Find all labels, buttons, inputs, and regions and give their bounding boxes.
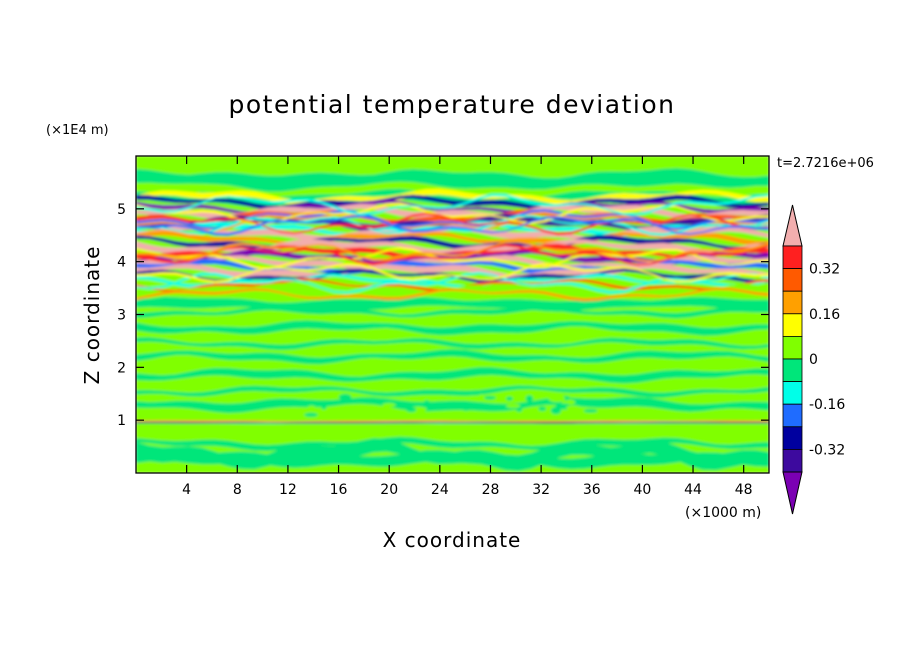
band-upper-layer	[136, 212, 769, 236]
speckle	[525, 395, 534, 403]
band-negative-small	[136, 296, 769, 312]
y-tick-label: 2	[117, 360, 126, 376]
speckle	[422, 400, 431, 408]
x-tick-label: 28	[482, 482, 500, 498]
band-upper-layer	[136, 211, 769, 232]
contour-layers	[136, 156, 769, 473]
band-negative-small	[136, 337, 769, 350]
colorbar-max-triangle	[782, 204, 803, 247]
chart-title: potential temperature deviation	[229, 90, 676, 119]
speckle	[550, 406, 562, 415]
band-surface-layer	[136, 420, 769, 423]
speckle	[505, 403, 521, 408]
colorbar-segment	[782, 426, 803, 450]
speckle	[583, 408, 598, 413]
band-upper-layer	[136, 287, 769, 302]
band-upper-layer	[136, 283, 769, 299]
speckle	[516, 407, 523, 412]
colorbar-min-triangle	[782, 471, 803, 515]
x-tick-label: 20	[380, 482, 398, 498]
colorbar-segment	[782, 448, 803, 473]
colorbar: 0.32 0.16 0 -0.16 -0.32	[782, 204, 845, 515]
band-surface-layer	[136, 422, 769, 424]
x-tick-label: 8	[233, 482, 242, 498]
speckle	[338, 393, 352, 401]
band-negative-small	[136, 385, 769, 398]
band-negative-small	[136, 367, 769, 384]
x-tick-label: 48	[735, 482, 753, 498]
colorbar-segment	[782, 381, 803, 405]
band-upper-layer	[136, 271, 769, 294]
speckle	[478, 394, 485, 402]
speckle	[558, 411, 570, 417]
speckle	[548, 394, 565, 403]
colorbar-label: 0.16	[809, 307, 840, 323]
y-axis-label: Z coordinate	[80, 246, 104, 385]
colorbar-segment	[782, 245, 803, 270]
x-tick-label: 36	[583, 482, 601, 498]
contour-field	[136, 156, 769, 473]
speckle	[307, 405, 316, 410]
band-upper-layer	[136, 262, 769, 284]
x-tick-label: 12	[279, 482, 297, 498]
colorbar-label: 0.32	[809, 262, 840, 278]
band-negative-small	[136, 397, 769, 414]
x-tick-label: 16	[330, 482, 348, 498]
band-upper-layer	[136, 277, 769, 293]
speckle	[566, 405, 581, 410]
band-negative-small	[136, 188, 769, 208]
y-unit-label: (×1E4 m)	[46, 123, 109, 138]
speckle	[320, 402, 327, 410]
speckle	[382, 402, 396, 408]
y-tick-label: 3	[117, 308, 126, 324]
x-axis-label: X coordinate	[383, 528, 522, 552]
y-tick-label: 4	[117, 255, 126, 271]
band-upper-layer	[136, 203, 769, 221]
band-upper-layer	[136, 209, 769, 230]
band-upper-layer	[136, 229, 769, 247]
speckle	[304, 412, 318, 417]
y-tick-label: 1	[117, 413, 126, 429]
band-upper-layer	[136, 273, 769, 288]
x-tick-label: 44	[684, 482, 702, 498]
band-negative-small	[136, 438, 769, 472]
colorbar-segment	[782, 335, 803, 360]
speckle	[538, 406, 547, 411]
speckle	[461, 405, 472, 411]
band-upper-layer	[136, 239, 769, 256]
x-tick-label: 4	[182, 482, 191, 498]
colorbar-segment	[782, 290, 803, 315]
x-tick-label: 24	[431, 482, 449, 498]
x-tick-label: 40	[633, 482, 651, 498]
colorbar-segment	[782, 313, 803, 337]
band-upper-layer	[136, 215, 769, 236]
colorbar-label: 0	[809, 352, 818, 368]
x-axis-ticks: 4 8 12 16 20 24 28 32 36 40 44 48	[182, 156, 753, 498]
speckle	[483, 395, 496, 400]
x-tick-label: 32	[532, 482, 550, 498]
band-upper-layer	[136, 188, 769, 206]
band-negative-small	[136, 168, 769, 192]
time-label: t=2.7216e+06	[777, 156, 874, 171]
speckle	[405, 407, 417, 413]
colorbar-label: -0.16	[809, 397, 845, 413]
speckle	[474, 402, 487, 409]
colorbar-segment	[782, 268, 803, 292]
colorbar-segment	[782, 403, 803, 428]
band-negative-small	[136, 349, 769, 365]
x-unit-label: (×1000 m)	[685, 505, 761, 521]
colorbar-label: -0.32	[809, 442, 845, 458]
colorbar-segment	[782, 358, 803, 383]
speckle	[506, 396, 513, 401]
band-upper-layer	[136, 215, 769, 237]
y-axis-ticks: 1 2 3 4 5	[117, 202, 769, 429]
y-tick-label: 5	[117, 202, 126, 218]
band-upper-layer	[136, 248, 769, 266]
band-negative-small	[136, 320, 769, 336]
speckle	[452, 403, 464, 408]
band-upper-layer	[136, 193, 769, 216]
